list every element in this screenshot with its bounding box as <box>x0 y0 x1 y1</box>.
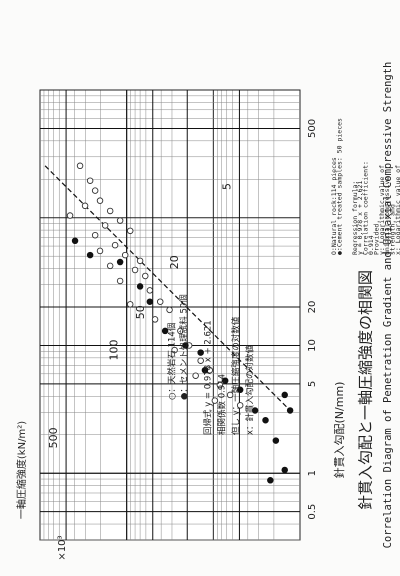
x-tick-label: 500 <box>307 119 318 138</box>
point <box>146 298 154 305</box>
point <box>262 416 269 424</box>
x-tick-label: 10 <box>307 339 318 352</box>
point <box>211 397 219 404</box>
x-tick-label: 20 <box>307 301 318 314</box>
side-note: Provided, <box>372 220 380 255</box>
annotation: 回帰式 y = 0.978 x + 2.621 <box>203 320 214 435</box>
side-note: y: Logarithmic value of <box>378 165 386 255</box>
plot-frame <box>39 89 301 541</box>
x-tick-label: 0.5 <box>307 504 318 520</box>
point <box>116 217 124 224</box>
annotation: x：針貫入勾配の対数値 <box>245 344 256 435</box>
y-tick-label: 100 <box>108 340 121 361</box>
point <box>216 381 224 389</box>
side-note: y = 0.978 x + 2.621 <box>356 181 364 255</box>
point <box>146 287 154 294</box>
point <box>192 372 199 379</box>
chart-subtitle: Correlation Diagram of Penetration Gradi… <box>382 62 394 549</box>
point <box>177 327 184 335</box>
point <box>101 222 109 229</box>
y-tick-label: 20 <box>168 255 181 269</box>
side-note: Regression formula: <box>351 181 359 255</box>
point <box>226 391 234 399</box>
point <box>86 177 94 184</box>
point <box>121 251 129 259</box>
y-tick-label: 5 <box>220 183 233 190</box>
point <box>111 241 119 249</box>
point <box>221 377 229 384</box>
legend-entry: ○：天然岩石 114個 <box>167 323 178 400</box>
side-note: x: Logarithmic value of <box>394 165 400 255</box>
point <box>91 231 99 239</box>
point <box>281 466 288 474</box>
point <box>91 187 99 194</box>
y-unit: ×10³ <box>57 535 68 560</box>
point <box>197 357 204 364</box>
point <box>96 197 104 204</box>
point <box>197 349 204 356</box>
point <box>142 272 149 280</box>
point <box>96 247 104 255</box>
point <box>281 391 288 399</box>
point <box>81 202 89 210</box>
point <box>166 306 173 314</box>
point <box>131 266 139 274</box>
side-note: Correlation coefficient: <box>362 161 370 255</box>
point <box>106 207 114 215</box>
point <box>66 212 74 219</box>
side-note: uniaxial compressive <box>383 177 391 255</box>
side-note: ●:Cement treated samples: 50 pieces <box>335 118 343 255</box>
point <box>126 227 134 235</box>
point <box>116 258 124 266</box>
point <box>161 327 169 335</box>
point <box>136 257 144 265</box>
point <box>86 251 94 259</box>
point <box>106 262 114 270</box>
side-note: strength, and <box>389 204 397 255</box>
annotation: 相関係数 0.914 <box>217 374 228 435</box>
annotation: 但し y：一軸圧縮強度の対数値 <box>231 316 242 435</box>
legend-entry: ●：セメント処理試料 50個 <box>179 294 190 400</box>
point <box>126 301 134 308</box>
point <box>182 342 189 349</box>
point <box>236 386 244 394</box>
point <box>236 402 244 409</box>
x-tick-label: 5 <box>307 381 318 387</box>
point <box>71 237 79 245</box>
point <box>171 346 178 354</box>
point <box>251 407 259 414</box>
side-note: 0.914 <box>367 235 375 255</box>
y-tick-label: 500 <box>47 427 60 448</box>
point <box>76 162 84 170</box>
point <box>116 277 124 285</box>
y-tick-label: 50 <box>134 305 147 319</box>
point <box>151 316 159 323</box>
point <box>156 298 164 305</box>
point <box>267 477 274 484</box>
point <box>201 366 209 374</box>
x-tick-label: 1 <box>307 470 318 476</box>
point <box>286 407 294 414</box>
x-axis-title: 針貫入勾配(N/mm) <box>332 382 346 479</box>
chart-title: 針貫入勾配と一軸圧縮強度の相関図 <box>357 270 375 510</box>
point <box>272 437 280 444</box>
side-note: O:Natural rock:114 pieces <box>330 157 338 255</box>
y-axis-title: 一軸圧縮強度(kN/m²) <box>15 421 28 519</box>
point <box>136 283 144 290</box>
